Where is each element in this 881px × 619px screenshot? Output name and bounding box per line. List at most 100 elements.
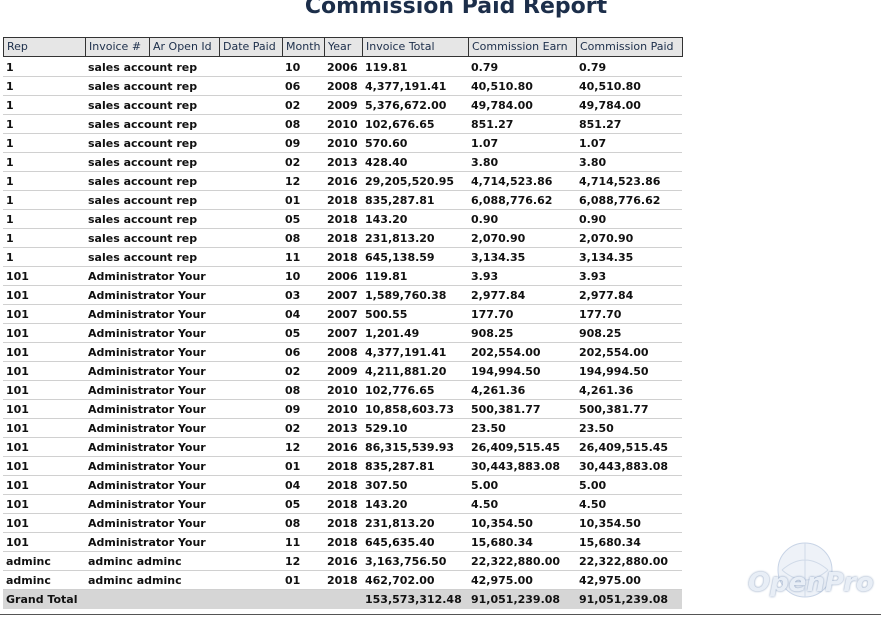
table-cell: 08 xyxy=(285,384,301,397)
column-header: Date Paid xyxy=(219,37,283,57)
column-header: Ar Open Id xyxy=(149,37,220,57)
table-cell: 40,510.80 xyxy=(579,80,641,93)
table-cell: sales account rep xyxy=(88,175,198,188)
table-cell: 2009 xyxy=(327,99,358,112)
table-cell: 0.90 xyxy=(471,213,499,226)
table-cell: 101 xyxy=(6,289,29,302)
table-cell: Administrator Your xyxy=(88,422,206,435)
table-cell: 101 xyxy=(6,308,29,321)
column-header: Commission Earn xyxy=(468,37,577,57)
table-cell: 04 xyxy=(285,479,301,492)
row-divider xyxy=(3,494,682,495)
table-cell: sales account rep xyxy=(88,213,198,226)
table-cell: 09 xyxy=(285,403,301,416)
table-cell: 570.60 xyxy=(365,137,408,150)
table-cell: 22,322,880.00 xyxy=(579,555,669,568)
table-cell: 02 xyxy=(285,422,301,435)
table-cell: 12 xyxy=(285,441,301,454)
table-cell: 49,784.00 xyxy=(579,99,641,112)
table-cell: 2018 xyxy=(327,517,358,530)
table-cell: 500,381.77 xyxy=(471,403,541,416)
table-cell: 2018 xyxy=(327,251,358,264)
table-cell: 2007 xyxy=(327,308,358,321)
row-divider xyxy=(3,513,682,514)
row-divider xyxy=(3,361,682,362)
table-cell: 645,138.59 xyxy=(365,251,435,264)
table-cell: Administrator Your xyxy=(88,289,206,302)
table-cell: Administrator Your xyxy=(88,479,206,492)
table-cell: Administrator Your xyxy=(88,327,206,340)
table-cell: 2018 xyxy=(327,460,358,473)
table-cell: 194,994.50 xyxy=(579,365,649,378)
bottom-rule xyxy=(0,614,881,615)
table-cell: 4,714,523.86 xyxy=(471,175,553,188)
table-cell: 30,443,883.08 xyxy=(471,460,561,473)
table-cell: 12 xyxy=(285,175,301,188)
table-cell: 500,381.77 xyxy=(579,403,649,416)
table-cell: 49,784.00 xyxy=(471,99,533,112)
table-cell: 119.81 xyxy=(365,270,408,283)
table-cell: sales account rep xyxy=(88,80,198,93)
table-cell: 2016 xyxy=(327,175,358,188)
table-cell: 2008 xyxy=(327,346,358,359)
table-cell: 2007 xyxy=(327,289,358,302)
table-cell: 101 xyxy=(6,460,29,473)
table-cell: adminc xyxy=(6,555,51,568)
table-cell: 101 xyxy=(6,441,29,454)
table-cell: 08 xyxy=(285,232,301,245)
table-cell: 2018 xyxy=(327,498,358,511)
table-cell: 835,287.81 xyxy=(365,460,435,473)
table-cell: 101 xyxy=(6,327,29,340)
table-cell: 2016 xyxy=(327,441,358,454)
table-cell: 5.00 xyxy=(471,479,499,492)
table-cell: Administrator Your xyxy=(88,365,206,378)
table-cell: 231,813.20 xyxy=(365,517,435,530)
table-cell: 835,287.81 xyxy=(365,194,435,207)
table-cell: 2018 xyxy=(327,536,358,549)
table-cell: 1 xyxy=(6,213,14,226)
table-cell: 11 xyxy=(285,536,301,549)
table-cell: 03 xyxy=(285,289,301,302)
table-cell: sales account rep xyxy=(88,156,198,169)
table-cell: 26,409,515.45 xyxy=(471,441,561,454)
table-cell: 101 xyxy=(6,479,29,492)
row-divider xyxy=(3,532,682,533)
table-cell: 119.81 xyxy=(365,61,408,74)
table-cell: 22,322,880.00 xyxy=(471,555,561,568)
table-cell: 2,977.84 xyxy=(471,289,526,302)
table-cell: 1 xyxy=(6,118,14,131)
table-cell: 3,134.35 xyxy=(471,251,526,264)
table-cell: 1 xyxy=(6,99,14,112)
row-divider xyxy=(3,589,682,590)
table-cell: 177.70 xyxy=(579,308,622,321)
table-cell: 2006 xyxy=(327,270,358,283)
table-cell: 101 xyxy=(6,384,29,397)
table-cell: 1 xyxy=(6,80,14,93)
table-cell: 307.50 xyxy=(365,479,408,492)
grand-total-label: Grand Total xyxy=(6,593,78,606)
table-cell: 4,261.36 xyxy=(471,384,526,397)
table-cell: 2,070.90 xyxy=(471,232,526,245)
column-header: Rep xyxy=(3,37,86,57)
row-divider xyxy=(3,551,682,552)
column-header: Invoice Total xyxy=(362,37,469,57)
table-cell: Administrator Your xyxy=(88,346,206,359)
table-cell: 2006 xyxy=(327,61,358,74)
table-cell: 101 xyxy=(6,270,29,283)
table-cell: 2009 xyxy=(327,365,358,378)
table-cell: 01 xyxy=(285,194,301,207)
table-cell: 851.27 xyxy=(471,118,514,131)
table-cell: 06 xyxy=(285,80,301,93)
table-cell: 101 xyxy=(6,536,29,549)
table-cell: 3.80 xyxy=(471,156,499,169)
table-cell: 08 xyxy=(285,118,301,131)
row-divider xyxy=(3,418,682,419)
column-header: Month xyxy=(282,37,325,57)
row-divider xyxy=(3,76,682,77)
table-cell: Administrator Your xyxy=(88,403,206,416)
table-cell: 2018 xyxy=(327,194,358,207)
row-divider xyxy=(3,304,682,305)
table-cell: Administrator Your xyxy=(88,441,206,454)
table-cell: 1 xyxy=(6,156,14,169)
table-cell: 428.40 xyxy=(365,156,408,169)
